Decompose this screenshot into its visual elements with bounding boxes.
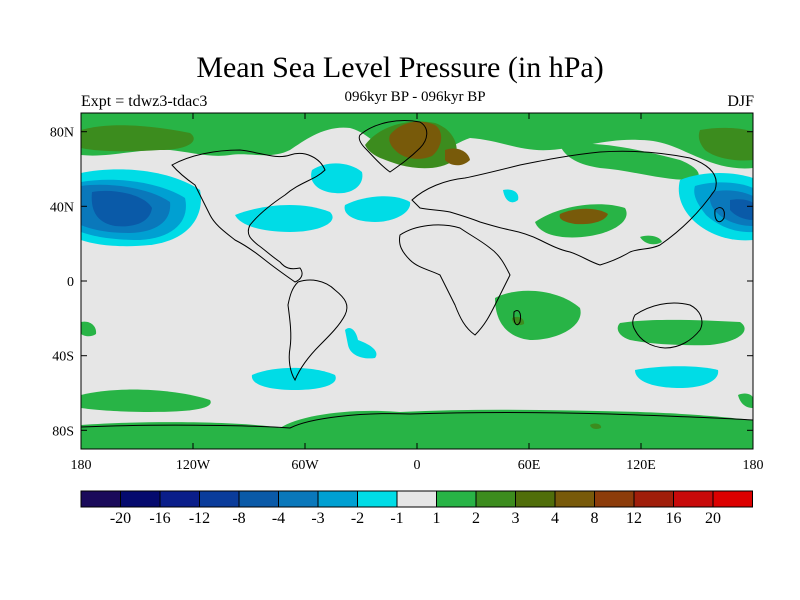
lon-tick-label: 120E <box>626 458 656 473</box>
colorbar-swatch <box>475 490 516 508</box>
lon-tick-label: 120W <box>176 458 211 473</box>
lat-tick-40n: 40N <box>50 200 753 215</box>
lon-tick-60w: 60W <box>291 113 319 473</box>
colorbar-swatch <box>515 490 556 508</box>
colorbar-label: -20 <box>110 510 131 527</box>
lon-tick-120w: 120W <box>176 113 211 473</box>
lat-tick-label: 80N <box>50 126 74 141</box>
colorbar-label: 12 <box>626 510 642 527</box>
colorbar-label: 8 <box>591 510 599 527</box>
lat-tick-label: 80S <box>52 424 74 439</box>
contour-westatlantic-cyan <box>235 204 333 232</box>
latitude-ticks: 80N 40N 0 40S 80S <box>50 126 753 439</box>
map-subtitle: 096kyr BP - 096kyr BP <box>344 89 486 105</box>
colorbar-label: 1 <box>433 510 441 527</box>
madagascar-outline <box>513 309 521 326</box>
north-america-outline <box>171 149 326 283</box>
colorbar-label: -16 <box>149 510 170 527</box>
lon-tick-120e: 120E <box>626 113 656 473</box>
colorbar-swatch <box>396 490 437 508</box>
colorbar-swatch <box>317 490 358 508</box>
greenland-outline <box>358 120 428 173</box>
colorbar-swatch <box>238 490 279 508</box>
colorbar-swatch <box>712 490 753 508</box>
coastlines <box>81 120 753 429</box>
season-label: DJF <box>727 93 754 110</box>
colorbar-label: -1 <box>390 510 403 527</box>
contour-antarctic-green <box>81 409 753 449</box>
contour-australia-green <box>617 319 745 346</box>
colorbar-swatch <box>278 490 319 508</box>
contour-antarctic-darkgreen <box>590 423 602 429</box>
colorbar-label: -2 <box>351 510 364 527</box>
colorbar-swatch <box>199 490 240 508</box>
contour-satlantic-cyan <box>345 328 377 359</box>
contour-southern-cyan <box>635 366 719 388</box>
lon-tick-label: 180 <box>71 458 92 473</box>
lon-tick-label: 60E <box>518 458 541 473</box>
colorbar-swatch <box>594 490 635 508</box>
contour-europe-cyan <box>503 189 519 203</box>
lat-tick-label: 40S <box>52 350 74 365</box>
colorbar-label: -12 <box>189 510 210 527</box>
colorbar-swatch <box>357 490 398 508</box>
lat-tick-label: 40N <box>50 200 74 215</box>
colorbar-label: 4 <box>551 510 559 527</box>
map-title: Mean Sea Level Pressure (in hPa) <box>196 51 604 84</box>
longitude-ticks: 180 120W 60W 0 60E 120E <box>71 113 764 473</box>
lon-tick-label: 60W <box>291 458 319 473</box>
experiment-label: Expt = tdwz3-tdac3 <box>81 93 208 110</box>
lat-tick-label: 0 <box>67 275 74 290</box>
map-plot-area <box>81 113 753 449</box>
contour-eastsib-darkgreen <box>698 127 753 161</box>
australia-outline <box>632 302 703 349</box>
contour-kamchatka-blue <box>730 199 753 220</box>
colorbar-label: 3 <box>512 510 520 527</box>
colorbar-label: 16 <box>666 510 682 527</box>
colorbar-label: -3 <box>311 510 324 527</box>
contour-midatlantic-cyan <box>344 196 411 222</box>
contour-iceland-brown <box>445 148 470 166</box>
colorbar-swatch <box>120 490 161 508</box>
contour-eastedge-green <box>738 393 753 408</box>
eurasia-outline <box>411 150 717 266</box>
contour-spacific-green <box>81 321 97 337</box>
colorbar-label: -8 <box>232 510 245 527</box>
africa-outline <box>399 224 511 336</box>
colorbar: -20 -16 -12 -8 -4 -3 -2 -1 1 2 3 4 8 12 … <box>80 490 753 527</box>
contour-indian-green <box>495 290 581 340</box>
lat-tick-40s: 40S <box>52 350 753 365</box>
colorbar-swatch <box>633 490 674 508</box>
contour-npacific-blue <box>91 190 152 227</box>
lat-tick-80s: 80S <box>52 424 753 439</box>
lon-tick-60e: 60E <box>518 113 541 473</box>
colorbar-label: -4 <box>272 510 285 527</box>
lat-tick-0: 0 <box>67 275 753 290</box>
antarctica-outline <box>81 412 753 429</box>
contour-spacific-band <box>81 389 211 412</box>
colorbar-label: 20 <box>705 510 721 527</box>
contour-beaufort-darkgreen <box>81 125 194 152</box>
colorbar-swatch <box>673 490 714 508</box>
colorbar-swatch <box>554 490 595 508</box>
colorbar-swatch <box>80 490 121 508</box>
lon-tick-180w: 180 <box>71 113 92 473</box>
colorbar-swatch <box>436 490 477 508</box>
colorbar-swatch <box>159 490 200 508</box>
lon-tick-label: 0 <box>414 458 421 473</box>
contour-greenland-brown <box>389 121 442 159</box>
contour-china-green <box>640 235 662 245</box>
lon-tick-0: 0 <box>414 113 421 473</box>
colorbar-label: 2 <box>472 510 480 527</box>
contour-asia-brown <box>559 208 608 225</box>
lon-tick-label: 180 <box>743 458 764 473</box>
south-america-outline <box>287 279 348 382</box>
lat-tick-80n: 80N <box>50 126 753 141</box>
japan-outline <box>714 207 725 223</box>
lon-tick-180e: 180 <box>743 113 764 473</box>
